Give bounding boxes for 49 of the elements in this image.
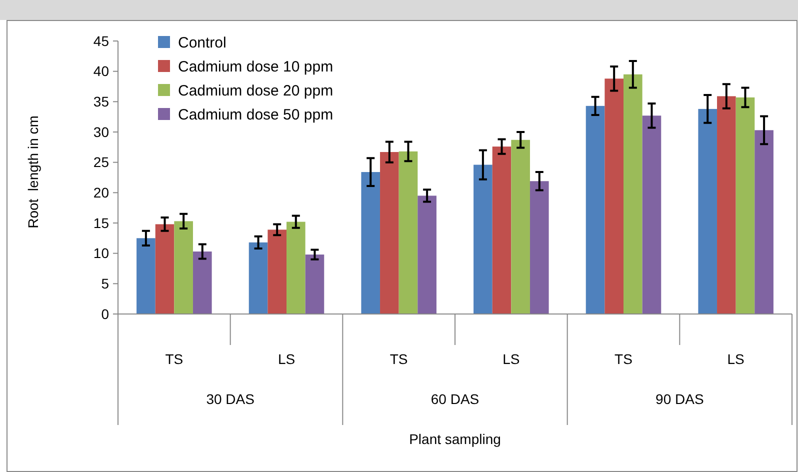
bar	[305, 254, 324, 314]
bar	[530, 181, 549, 314]
y-tick-label: 35	[93, 94, 110, 110]
y-axis-title: Root length in cm	[25, 116, 41, 228]
bar	[286, 222, 306, 314]
legend-label: Cadmium dose 10 ppm	[178, 58, 334, 76]
legend-label: Control	[178, 34, 226, 52]
legend-label: Cadmium dose 50 ppm	[178, 106, 334, 124]
text: 60 DAS	[430, 391, 480, 407]
bar	[511, 140, 530, 314]
bar	[361, 172, 380, 314]
bar	[642, 116, 662, 314]
y-tick-label: 5	[101, 276, 110, 292]
x-tick-label: TS	[614, 351, 632, 367]
bar	[698, 108, 718, 314]
y-tick-label: 45	[93, 32, 110, 49]
bar	[474, 164, 492, 314]
x-tick-label: LS	[727, 351, 744, 367]
x-tick-label: LS	[502, 351, 520, 367]
y-tick-label: 25	[93, 154, 110, 170]
text: 90 DAS	[656, 391, 704, 407]
y-tick-label: 20	[93, 184, 110, 201]
y-tick-label: 15	[93, 214, 110, 231]
x-axis-title: Plant sampling	[409, 431, 501, 447]
bar	[492, 146, 512, 314]
bar	[754, 130, 774, 314]
text: 30 DAS	[206, 391, 254, 407]
legend-label: Cadmium dose 20 ppm	[178, 82, 334, 100]
x-tick-label: TS	[165, 351, 184, 367]
bar	[624, 74, 642, 314]
bar	[248, 242, 268, 314]
bar	[604, 78, 624, 314]
bar	[736, 97, 755, 314]
bar	[155, 224, 174, 314]
bar	[586, 106, 605, 314]
bar	[380, 152, 399, 314]
y-tick-label: 10	[93, 245, 110, 262]
bar	[174, 221, 193, 314]
x-tick-label: TS	[390, 351, 408, 367]
bar	[192, 252, 212, 314]
x-tick-label: LS	[278, 351, 296, 367]
y-tick-label: 40	[93, 63, 110, 80]
bar	[717, 96, 736, 314]
y-tick-label: 0	[101, 306, 110, 322]
y-tick-label: 30	[93, 124, 110, 140]
bar	[418, 196, 436, 314]
bar	[398, 151, 418, 314]
bar	[268, 230, 286, 314]
bar	[136, 238, 156, 314]
